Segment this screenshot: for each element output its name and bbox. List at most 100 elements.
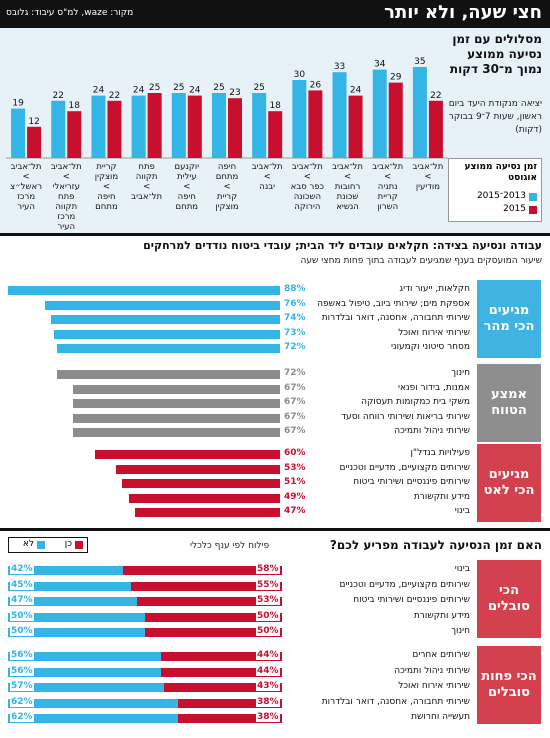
group-label: מגיעים הכי לאט	[483, 467, 535, 498]
category-label: תל־אביב	[292, 162, 323, 172]
legend-yes-swatch	[75, 541, 83, 549]
bar	[57, 344, 280, 353]
bar-blue	[252, 93, 267, 158]
row-label: אמנות, בידור ופנאי	[397, 382, 470, 393]
percent-no: 42%	[10, 564, 34, 574]
category-label: תקווה	[136, 172, 158, 182]
row-label: משקי בית כמקומות תעסוקה	[361, 397, 470, 407]
row-label: שירותי אירוח ואוכל	[398, 327, 470, 338]
category-label: חיפה	[218, 162, 236, 172]
data-label-red: 18	[69, 101, 81, 111]
category-label: >	[63, 172, 70, 182]
percent-label: 67%	[284, 411, 306, 422]
bar-red	[107, 100, 122, 158]
bar-no	[8, 597, 137, 606]
legend-yes-label: כן	[64, 539, 72, 549]
bar-yes	[131, 581, 282, 591]
category-label: יוקנעם	[175, 162, 200, 172]
chart3-title: האם זמן הנסיעה לעבודה מפריע לכם?	[329, 538, 542, 552]
chart2-title: עבודה ונסיעה בצידה: חקלאים עובדים ליד הב…	[143, 239, 542, 252]
row-label: תעשייה וחרושת	[411, 712, 470, 722]
bar-yes	[177, 698, 282, 708]
category-label: רחובות	[335, 182, 361, 192]
divider-1	[0, 233, 550, 236]
bar	[51, 315, 280, 324]
percent-label: 72%	[284, 368, 306, 378]
category-label: קריית	[96, 162, 116, 172]
chart3-subtitle: פילוח לפי ענף כלכלי	[190, 541, 270, 551]
bar-no	[8, 683, 165, 692]
chart2-subtitle: שיעור המועסקים בענף שמגיעים לעבודה בתוך …	[300, 256, 542, 266]
bar	[122, 479, 280, 488]
row-label: שירותים פיננסיים ושירותי ביטוח	[353, 595, 470, 605]
legend-no-swatch	[37, 541, 45, 549]
data-label-red: 23	[229, 88, 240, 98]
category-label: >	[103, 182, 110, 192]
category-label: העיר	[17, 202, 35, 212]
category-label: >	[264, 172, 271, 182]
category-label: תל־אביב	[131, 192, 162, 202]
category-label: מתחם	[176, 202, 199, 212]
category-label: חיפה	[97, 192, 115, 202]
percent-label: 67%	[284, 426, 306, 436]
bar	[8, 286, 280, 295]
category-label: מודיעין	[416, 182, 440, 192]
category-label: מרכז	[17, 192, 35, 202]
category-label: כפר סבא	[291, 182, 325, 192]
bar-blue	[212, 93, 226, 158]
percent-label: 60%	[284, 448, 306, 458]
bar	[57, 370, 280, 379]
data-label-blue: 24	[93, 86, 105, 96]
category-label: >	[424, 172, 431, 182]
bar-red	[147, 93, 162, 158]
category-label: תל־אביב	[51, 162, 82, 172]
row-label: פעילויות בנדל"ן	[410, 448, 470, 458]
row-label: שירותים אחרים	[412, 650, 470, 660]
category-label: >	[223, 182, 230, 192]
category-label: העיר	[57, 222, 75, 232]
data-label-blue: 30	[294, 70, 306, 80]
chart1-title: מסלולים עם זמן נסיעה ממוצע נמוך מ־30 דקו…	[449, 32, 542, 76]
data-label-blue: 22	[53, 91, 64, 101]
percent-label: 67%	[284, 382, 306, 393]
legend-swatch-blue	[529, 193, 537, 201]
category-label: הירוקה	[294, 202, 320, 212]
bar-red	[308, 90, 323, 158]
bar-no	[8, 612, 145, 622]
category-label: מתחם	[95, 202, 118, 212]
data-label-red: 22	[109, 91, 120, 101]
percent-no: 50%	[10, 610, 34, 621]
bar	[54, 329, 280, 339]
data-label-red: 25	[149, 83, 160, 93]
group-label-box: אמצע הטווח	[477, 364, 541, 442]
bar-blue	[292, 80, 307, 158]
row-label: חינוך	[451, 368, 470, 378]
category-label: תל־אביב	[11, 162, 42, 172]
source-credit: מקור: waze, למ"ס עיבוד: גלובס	[6, 8, 134, 18]
row-label: שירותי ניהול ותמיכה	[394, 426, 470, 436]
category-label: חיפה	[178, 192, 196, 202]
row-label: מידע ותקשורת	[413, 491, 470, 502]
percent-yes: 58%	[256, 564, 280, 574]
bar-red	[348, 95, 363, 158]
percent-yes: 43%	[256, 681, 280, 691]
row-label: שירותי ניהול ותמיכה	[394, 665, 470, 676]
category-label: תקווה	[55, 202, 77, 212]
bar-yes	[145, 628, 282, 637]
category-label: >	[344, 172, 351, 182]
percent-yes: 38%	[256, 712, 280, 722]
category-label: עזריאלי	[53, 182, 80, 192]
percent-label: 88%	[284, 284, 306, 294]
chart1-svg: 3522תל־אביב>מודיעין3429תל־אביב>נתניהקריי…	[6, 57, 448, 232]
data-label-red: 24	[350, 86, 362, 96]
bar-yes	[136, 597, 282, 606]
bar	[72, 428, 280, 437]
category-label: נתניה	[378, 182, 398, 192]
percent-label: 74%	[284, 313, 306, 323]
category-label: >	[183, 182, 190, 192]
bar	[72, 384, 280, 394]
category-label: פתח	[58, 192, 74, 202]
chart3-area: הכי סובלים 42% 58% בינוי 45% 55% שירותים מקצוע…	[0, 556, 550, 736]
percent-yes: 44%	[256, 665, 280, 676]
data-label-blue: 25	[253, 83, 264, 93]
